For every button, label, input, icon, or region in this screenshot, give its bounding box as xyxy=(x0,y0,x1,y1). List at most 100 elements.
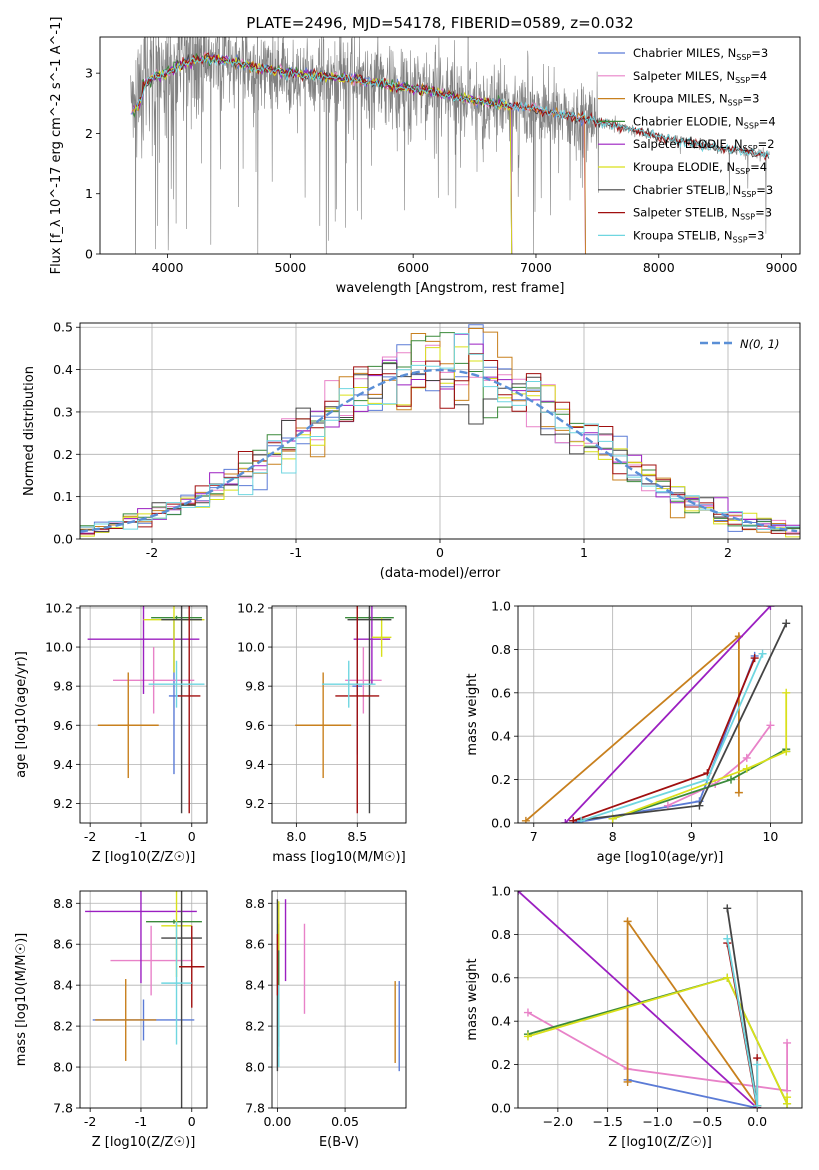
residuals-ytick-label: 0.3 xyxy=(53,404,73,419)
legend-entry: Kroupa ELODIE, NSSP=4 xyxy=(633,160,767,176)
massweight_vs_age-ylabel: mass weight xyxy=(465,673,480,755)
age_vs_Z-xtick-label: -2 xyxy=(84,829,96,844)
residuals-ytick-label: 0.4 xyxy=(53,362,73,377)
residuals-ytick-label: 0.5 xyxy=(53,320,73,335)
massweight_vs_age-ytick-label: 0.6 xyxy=(491,685,511,700)
legend-entry-name: Salpeter STELIB, N xyxy=(633,206,740,220)
massweight_vs_Z-marker xyxy=(723,934,732,943)
legend-entry-name: Chabrier ELODIE, N xyxy=(633,114,744,128)
age_vs_mass-ytick-label: 9.4 xyxy=(245,757,265,772)
age_vs_mass-xlabel: mass [log10(M/M☉)] xyxy=(272,850,405,865)
age_vs_Z-ytick-label: 10.0 xyxy=(45,640,73,655)
massweight_vs_age-ytick-label: 0.8 xyxy=(491,642,511,657)
massweight_vs_age-marker xyxy=(663,801,672,810)
mass_vs_ebv-xtick-label: 0.00 xyxy=(263,1114,291,1129)
residuals-xtick-label: 1 xyxy=(580,545,588,560)
age_vs_Z-axes: -2 -1 0 9.2 9.4 9.6 9.8 10.0 10.2 Z [log10(Z/Z☉)]… xyxy=(14,600,208,865)
legend-entry-value: =3 xyxy=(755,206,772,220)
massweight_vs_Z-marker xyxy=(783,1093,792,1102)
age_vs_mass-ytick-label: 9.2 xyxy=(245,796,265,811)
legend-entry-value: =4 xyxy=(750,160,767,174)
mass_vs_Z-ytick-label: 8.0 xyxy=(53,1060,73,1075)
spectrum-ytick-label: 1 xyxy=(85,186,93,201)
massweight_vs_age-line xyxy=(572,657,756,822)
mass_vs_Z-ylabel: mass [log10(M/M☉)] xyxy=(14,933,29,1066)
massweight_vs_Z-marker xyxy=(723,904,732,913)
gaussian-legend-label: N(0, 1) xyxy=(740,337,780,351)
massweight_vs_Z-line xyxy=(518,891,758,1108)
mass_vs_ebv-ytick-label: 8.8 xyxy=(245,896,265,911)
age_vs_Z-xtick-label: -1 xyxy=(135,829,147,844)
massweight_vs_Z-ytick-label: 0.8 xyxy=(491,927,511,942)
age_vs_Z-ytick-label: 9.8 xyxy=(53,679,73,694)
massweight_vs_age-marker xyxy=(766,606,775,610)
mass_vs_Z-ytick-label: 8.4 xyxy=(53,978,73,993)
massweight_vs_Z-xtick-label: −2.0 xyxy=(543,1114,573,1129)
residuals-xtick-label: 2 xyxy=(724,545,732,560)
massweight_vs_Z-xtick-label: −0.5 xyxy=(692,1114,722,1129)
massweight_vs_Z-ytick-label: 0.6 xyxy=(491,970,511,985)
massweight_vs_Z-xtick-label: −1.0 xyxy=(642,1114,672,1129)
massweight_vs_age-line xyxy=(564,606,772,823)
age_vs_mass-frame xyxy=(271,605,407,824)
age_vs_mass-ytick-label: 10.2 xyxy=(237,600,265,615)
massweight_vs_age-marker xyxy=(742,764,751,773)
massweight_vs_age-line xyxy=(573,655,756,823)
massweight_vs_Z-line xyxy=(527,1011,788,1092)
legend-entry-sub: SSP xyxy=(733,235,748,244)
massweight_vs_age-marker xyxy=(758,649,767,658)
legend-entry: Chabrier ELODIE, NSSP=4 xyxy=(633,114,776,130)
mass_vs_Z-frame xyxy=(79,890,208,1109)
legend-entry-sub: SSP xyxy=(740,213,755,222)
massweight_vs_age-frame xyxy=(517,605,803,824)
spectrum-model-kroupa-stelib xyxy=(136,55,770,159)
residual-hist-kroupa-stelib xyxy=(80,333,800,539)
spectrum-ylabel: Flux [f_λ 10^-17 erg cm^-2 s^-1 A^-1] xyxy=(49,17,64,275)
residuals-ylabel: Normed distribution xyxy=(22,366,37,496)
legend-entry-value: =3 xyxy=(756,183,773,197)
legend-entry: Kroupa MILES, NSSP=3 xyxy=(633,92,759,108)
massweight_vs_age-marker xyxy=(742,753,751,762)
age_vs_mass-axes: 8.0 8.5 9.2 9.4 9.6 9.8 10.0 10.2 mass [log10(M/… xyxy=(237,600,407,865)
legend-entry-value: =3 xyxy=(748,228,765,242)
legend-entry: Salpeter ELODIE, NSSP=2 xyxy=(633,137,775,153)
age_vs_Z-plot-area xyxy=(87,606,205,814)
mass_vs_ebv-ytick-label: 8.4 xyxy=(245,978,265,993)
massweight_vs_Z-marker xyxy=(523,1032,532,1041)
massweight_vs_age-marker xyxy=(750,654,759,663)
legend-entry-name: Kroupa ELODIE, N xyxy=(633,160,735,174)
mass_vs_ebv-axes: 0.00 0.05 7.8 8.0 8.2 8.4 8.6 8.8 E(B-V) xyxy=(245,890,407,1150)
spectrum-ytick-label: 3 xyxy=(85,66,93,81)
spectrum-xtick-label: 6000 xyxy=(397,260,429,275)
massweight_vs_age-xtick-label: 7 xyxy=(530,829,538,844)
massweight_vs_Z-marker xyxy=(623,1077,632,1086)
legend-entry-sub: SSP xyxy=(744,121,759,130)
legend-entry-name: Kroupa STELIB, N xyxy=(633,228,733,242)
massweight_vs_age-axes: 7 8 9 10 0.0 0.2 0.4 0.6 0.8 1.0 age [log10(age/yr… xyxy=(465,599,803,865)
legend-entry-sub: SSP xyxy=(743,144,758,153)
mass_vs_ebv-xtick-label: 0.05 xyxy=(331,1114,359,1129)
legend-entry-name: Chabrier MILES, N xyxy=(633,46,736,60)
massweight_vs_Z-line xyxy=(627,1078,758,1108)
figure-title: PLATE=2496, MJD=54178, FIBERID=0589, z=0… xyxy=(246,14,633,32)
age_vs_Z-ylabel: age [log10(age/yr)] xyxy=(14,651,29,778)
massweight_vs_Z-line xyxy=(726,938,759,1106)
massweight_vs_age-ytick-label: 1.0 xyxy=(491,599,511,614)
massweight_vs_Z-frame xyxy=(517,890,803,1109)
age_vs_Z-xtick-label: 0 xyxy=(188,829,196,844)
massweight_vs_age-ytick-label: 0.4 xyxy=(491,729,511,744)
legend-entry: Salpeter MILES, NSSP=4 xyxy=(633,69,767,85)
massweight_vs_Z-ytick-label: 0.4 xyxy=(491,1014,511,1029)
age_vs_mass-ytick-label: 10.0 xyxy=(237,640,265,655)
residuals-plot-area xyxy=(80,324,800,539)
massweight_vs_age-line xyxy=(525,634,740,822)
legend-entry: Kroupa STELIB, NSSP=3 xyxy=(633,228,764,244)
mass_vs_ebv-xlabel: E(B-V) xyxy=(319,1135,359,1150)
massweight_vs_Z-marker xyxy=(723,973,732,982)
massweight_vs_age-marker xyxy=(727,775,735,784)
legend-entry-name: Salpeter ELODIE, N xyxy=(633,137,743,151)
legend-entry-value: =4 xyxy=(759,114,776,128)
massweight_vs_age-marker xyxy=(561,819,570,823)
age_vs_mass-plot-area xyxy=(295,606,394,814)
massweight_vs_age-ytick-label: 0.0 xyxy=(491,816,511,831)
